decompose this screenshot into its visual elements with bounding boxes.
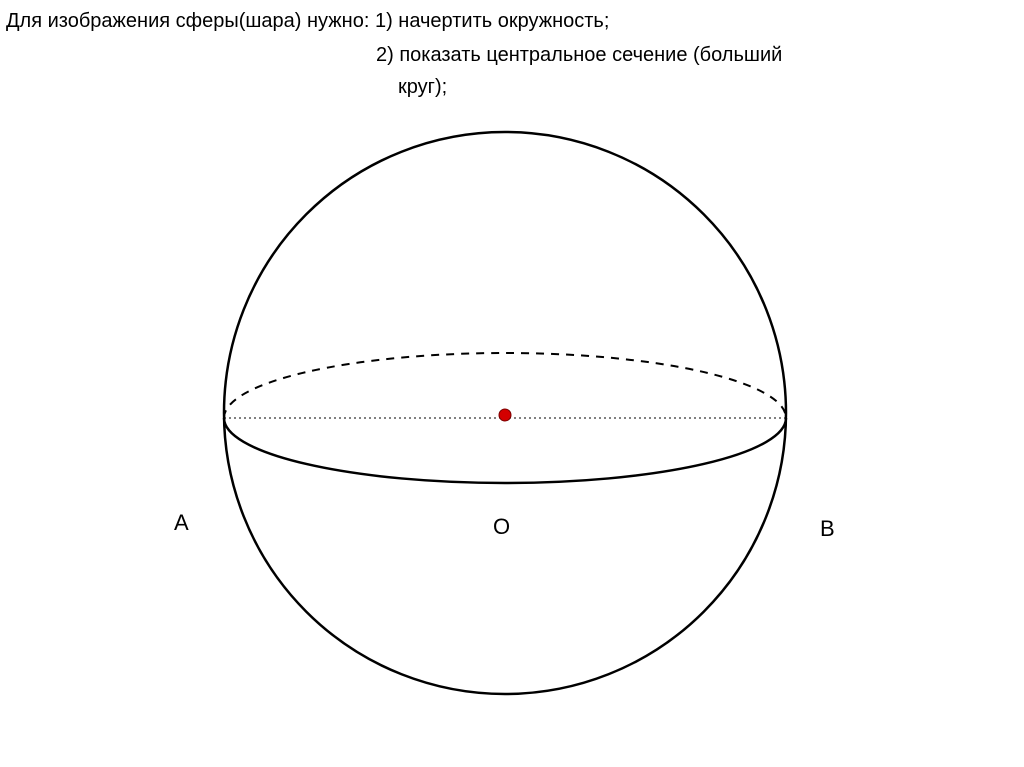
label-a: A (174, 510, 189, 536)
equator-front-arc (224, 418, 786, 483)
center-dot (499, 409, 511, 421)
equator-back-arc (224, 353, 786, 418)
label-b: B (820, 516, 835, 542)
label-o: O (493, 514, 510, 540)
sphere-diagram (0, 0, 1024, 767)
